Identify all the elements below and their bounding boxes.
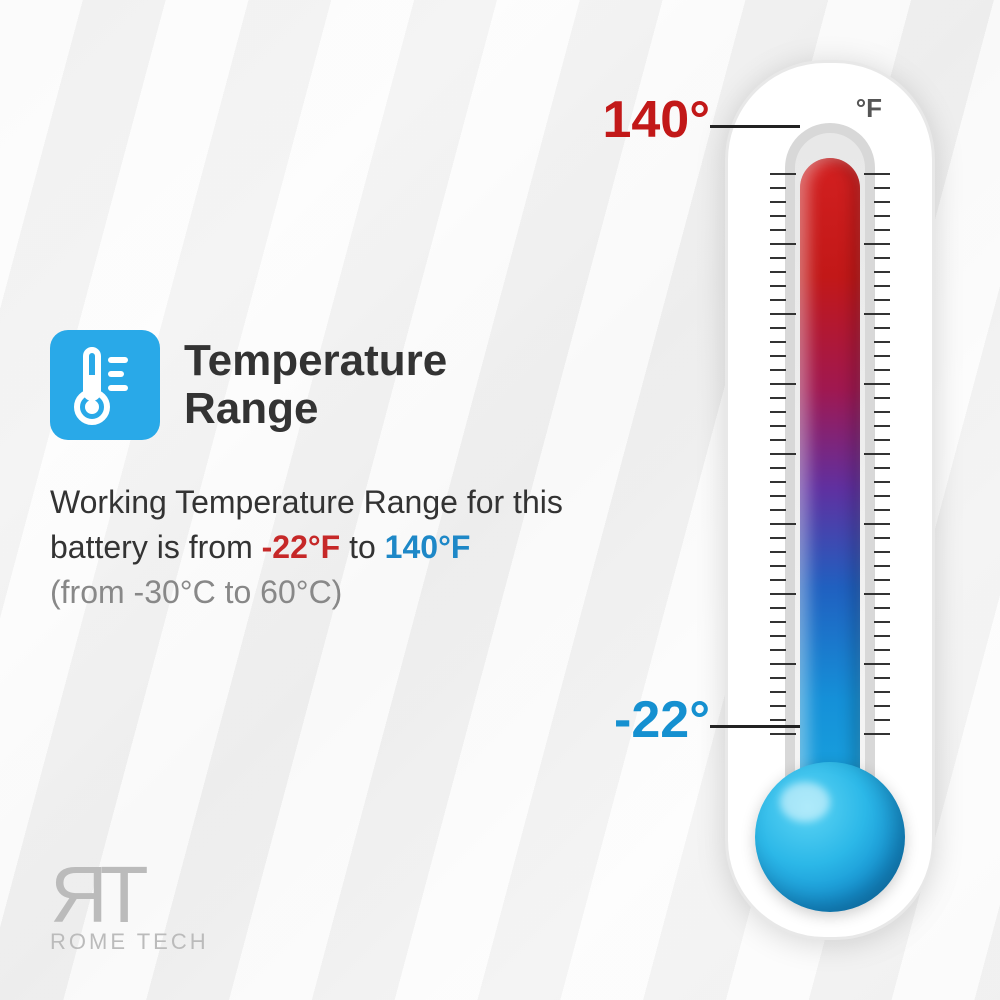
desc-celsius: (from -30°C to 60°C) (50, 574, 342, 610)
desc-high-temp: 140°F (385, 529, 471, 565)
desc-low-temp: -22°F (262, 529, 341, 565)
description: Working Temperature Range for this batte… (50, 480, 570, 614)
logo-name: ROME TECH (50, 929, 209, 955)
heading-row: Temperature Range (50, 330, 570, 440)
brand-logo: ЯT ROME TECH (50, 863, 209, 955)
low-temp-label: -22° (614, 690, 710, 750)
thermometer-bulb (755, 762, 905, 912)
low-pointer-line (710, 725, 800, 728)
thermometer-icon (50, 330, 160, 440)
thermometer-body: °F (725, 60, 935, 940)
high-temp-label: 140° (602, 90, 710, 150)
thermometer-ticks (770, 173, 890, 773)
unit-label: °F (856, 93, 882, 124)
content-panel: Temperature Range Working Temperature Ra… (50, 330, 570, 614)
thermometer: °F (710, 60, 950, 940)
title: Temperature Range (184, 337, 570, 434)
high-pointer-line (710, 125, 800, 128)
logo-mark: ЯT (50, 863, 209, 927)
desc-middle: to (340, 529, 384, 565)
